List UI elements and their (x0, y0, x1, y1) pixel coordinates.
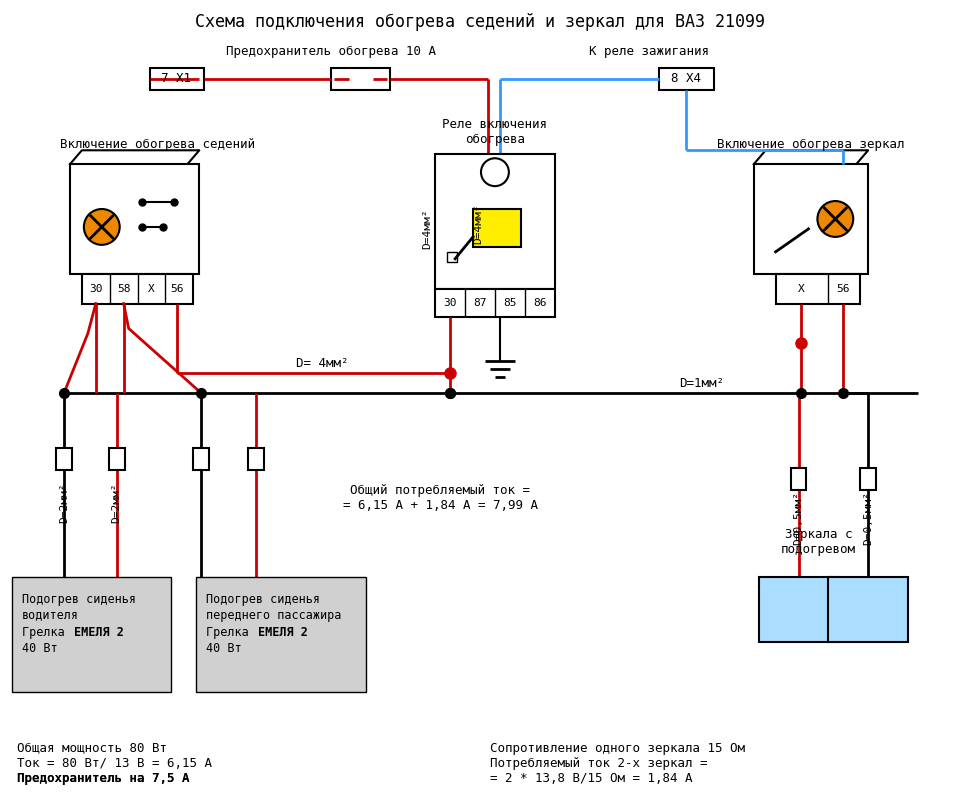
Bar (193, 448, 209, 470)
Text: Грелка: Грелка (22, 626, 72, 638)
Text: К реле зажигания: К реле зажигания (589, 45, 709, 58)
Circle shape (84, 209, 120, 245)
Bar (150, 68, 204, 90)
Text: 85: 85 (503, 298, 516, 307)
Text: Подогрев сиденья: Подогрев сиденья (22, 593, 136, 606)
Text: Включение обогрева седений: Включение обогрева седений (60, 138, 255, 150)
Text: водителя: водителя (22, 609, 79, 622)
Text: Предохранитель на 7,5 А: Предохранитель на 7,5 А (17, 772, 190, 786)
Text: D= 4мм²: D= 4мм² (296, 357, 348, 370)
Text: D=0,5мм²: D=0,5мм² (863, 490, 874, 544)
Text: Сопротивление одного зеркала 15 Ом
Потребляемый ток 2-х зеркал =
= 2 * 13,8 В/15: Сопротивление одного зеркала 15 Ом Потре… (490, 742, 745, 785)
Bar (660, 68, 714, 90)
Text: Грелка: Грелка (206, 626, 256, 638)
Text: Предохранитель обогрева 10 А: Предохранитель обогрева 10 А (226, 45, 436, 58)
Text: D=2мм²: D=2мм² (59, 482, 69, 523)
Bar (56, 448, 72, 470)
Text: X: X (798, 283, 804, 294)
Bar (828, 577, 908, 642)
Text: X: X (148, 283, 155, 294)
Text: D=2мм²: D=2мм² (111, 482, 122, 523)
Text: 8 X4: 8 X4 (671, 72, 701, 85)
Text: 30: 30 (89, 283, 103, 294)
Text: D=4мм²: D=4мм² (422, 209, 432, 249)
Bar (108, 448, 125, 470)
Text: Общая мощность 80 Вт
Ток = 80 Вт/ 13 В = 6,15 А
Предохранитель на 7,5 А: Общая мощность 80 Вт Ток = 80 Вт/ 13 В =… (17, 742, 212, 785)
Text: 58: 58 (117, 283, 131, 294)
Bar (776, 274, 860, 303)
Bar (248, 448, 264, 470)
Bar (82, 274, 193, 303)
Text: 40 Вт: 40 Вт (22, 642, 58, 655)
Text: Подогрев сиденья: Подогрев сиденья (206, 593, 321, 606)
Text: D=1мм²: D=1мм² (679, 377, 724, 390)
Bar (473, 209, 521, 247)
Text: 40 Вт: 40 Вт (206, 642, 242, 655)
Bar (435, 154, 555, 289)
Bar (435, 289, 555, 317)
Text: 87: 87 (473, 298, 487, 307)
Text: Включение обогрева зеркал: Включение обогрева зеркал (717, 138, 904, 150)
Circle shape (481, 158, 509, 186)
Bar (12, 577, 172, 692)
Text: Зеркала с
подогревом: Зеркала с подогревом (780, 529, 856, 556)
Bar (790, 468, 806, 490)
Polygon shape (754, 150, 868, 164)
Text: Общий потребляемый ток =
= 6,15 А + 1,84 А = 7,99 А: Общий потребляемый ток = = 6,15 А + 1,84… (343, 484, 538, 512)
Bar (758, 577, 838, 642)
Text: D=4мм²: D=4мм² (473, 204, 483, 244)
Circle shape (817, 201, 853, 237)
Bar (70, 164, 200, 274)
Bar (447, 252, 457, 262)
Bar (197, 577, 366, 692)
Text: 30: 30 (444, 298, 457, 307)
Text: 86: 86 (533, 298, 546, 307)
Bar (754, 164, 868, 274)
Text: Реле включения
обогрева: Реле включения обогрева (443, 119, 547, 146)
Text: ЕМЕЛЯ 2: ЕМЕЛЯ 2 (258, 626, 308, 638)
Bar (330, 68, 391, 90)
Text: 56: 56 (171, 283, 184, 294)
Text: переднего пассажира: переднего пассажира (206, 609, 342, 622)
Text: ЕМЕЛЯ 2: ЕМЕЛЯ 2 (74, 626, 124, 638)
Text: Схема подключения обогрева седений и зеркал для ВАЗ 21099: Схема подключения обогрева седений и зер… (195, 13, 765, 31)
Text: 7 X1: 7 X1 (161, 72, 191, 85)
Text: D=0,5мм²: D=0,5мм² (794, 490, 804, 544)
Polygon shape (70, 150, 200, 164)
Text: 56: 56 (836, 283, 850, 294)
Bar (860, 468, 876, 490)
